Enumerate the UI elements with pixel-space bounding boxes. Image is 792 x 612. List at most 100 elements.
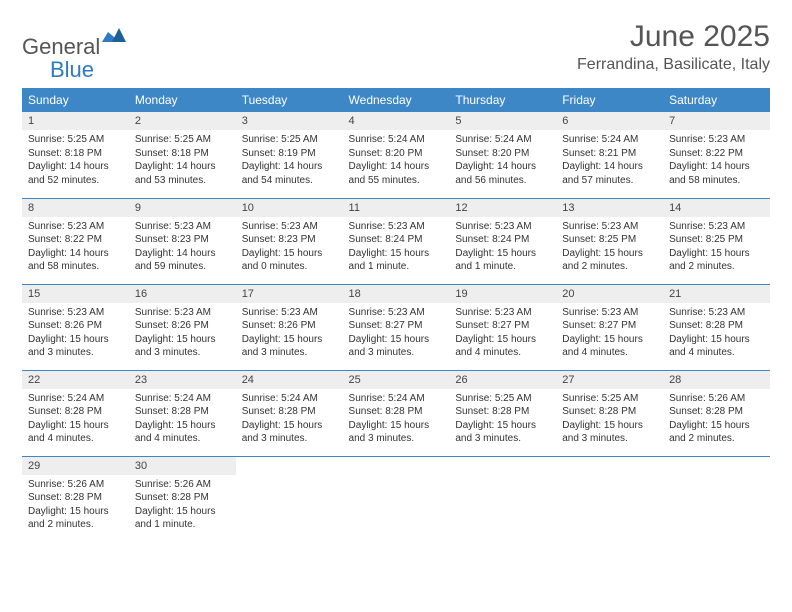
sunrise-line: Sunrise: 5:23 AM bbox=[135, 306, 230, 320]
calendar-cell: 14Sunrise: 5:23 AMSunset: 8:25 PMDayligh… bbox=[663, 198, 770, 284]
sunset-line: Sunset: 8:27 PM bbox=[349, 319, 444, 333]
sunrise-line: Sunrise: 5:23 AM bbox=[242, 220, 337, 234]
day-number: 18 bbox=[343, 285, 450, 303]
daylight-line: Daylight: 14 hours and 58 minutes. bbox=[669, 160, 764, 187]
calendar-weekday-header: Sunday Monday Tuesday Wednesday Thursday… bbox=[22, 88, 770, 112]
daylight-line: Daylight: 14 hours and 53 minutes. bbox=[135, 160, 230, 187]
daylight-line: Daylight: 15 hours and 1 minute. bbox=[455, 247, 550, 274]
day-number: 20 bbox=[556, 285, 663, 303]
calendar-cell: 18Sunrise: 5:23 AMSunset: 8:27 PMDayligh… bbox=[343, 284, 450, 370]
day-details: Sunrise: 5:24 AMSunset: 8:28 PMDaylight:… bbox=[343, 389, 450, 452]
daylight-line: Daylight: 15 hours and 2 minutes. bbox=[669, 419, 764, 446]
day-details: Sunrise: 5:23 AMSunset: 8:25 PMDaylight:… bbox=[663, 217, 770, 280]
day-details: Sunrise: 5:23 AMSunset: 8:27 PMDaylight:… bbox=[449, 303, 556, 366]
calendar-cell bbox=[449, 456, 556, 542]
day-number: 2 bbox=[129, 112, 236, 130]
daylight-line: Daylight: 14 hours and 56 minutes. bbox=[455, 160, 550, 187]
sunrise-line: Sunrise: 5:23 AM bbox=[349, 220, 444, 234]
sunset-line: Sunset: 8:28 PM bbox=[562, 405, 657, 419]
calendar-cell: 24 Sunrise: 5:24 AMSunset: 8:28 PMDayligh… bbox=[236, 370, 343, 456]
sunset-line: Sunset: 8:28 PM bbox=[349, 405, 444, 419]
day-number: 4 bbox=[343, 112, 450, 130]
day-details: Sunrise: 5:23 AMSunset: 8:23 PMDaylight:… bbox=[129, 217, 236, 280]
month-title: June 2025 bbox=[577, 20, 770, 54]
sunset-line: Sunset: 8:28 PM bbox=[669, 319, 764, 333]
sunrise-line: Sunrise: 5:24 AM bbox=[242, 392, 337, 406]
sunrise-line: Sunrise: 5:25 AM bbox=[562, 392, 657, 406]
sunset-line: Sunset: 8:19 PM bbox=[242, 147, 337, 161]
day-details: Sunrise: 5:23 AMSunset: 8:26 PMDaylight:… bbox=[129, 303, 236, 366]
calendar-cell: 22Sunrise: 5:24 AMSunset: 8:28 PMDayligh… bbox=[22, 370, 129, 456]
day-number: 7 bbox=[663, 112, 770, 130]
sunrise-line: Sunrise: 5:26 AM bbox=[28, 478, 123, 492]
sunrise-line: Sunrise: 5:23 AM bbox=[669, 306, 764, 320]
calendar-cell bbox=[556, 456, 663, 542]
sunset-line: Sunset: 8:27 PM bbox=[455, 319, 550, 333]
day-details: Sunrise: 5:26 AMSunset: 8:28 PMDaylight:… bbox=[22, 475, 129, 538]
day-details: Sunrise: 5:24 AMSunset: 8:28 PMDaylight:… bbox=[129, 389, 236, 452]
calendar-cell: 17Sunrise: 5:23 AMSunset: 8:26 PMDayligh… bbox=[236, 284, 343, 370]
daylight-line: Daylight: 14 hours and 54 minutes. bbox=[242, 160, 337, 187]
day-number: 1 bbox=[22, 112, 129, 130]
calendar-cell: 1Sunrise: 5:25 AMSunset: 8:18 PMDaylight… bbox=[22, 112, 129, 198]
calendar-page: General Blue June 2025 Ferrandina, Basil… bbox=[0, 0, 792, 562]
day-number: 16 bbox=[129, 285, 236, 303]
day-details: Sunrise: 5:23 AMSunset: 8:25 PMDaylight:… bbox=[556, 217, 663, 280]
sunset-line: Sunset: 8:28 PM bbox=[28, 491, 123, 505]
calendar-cell: 5Sunrise: 5:24 AMSunset: 8:20 PMDaylight… bbox=[449, 112, 556, 198]
calendar-cell bbox=[343, 456, 450, 542]
day-number: 27 bbox=[556, 371, 663, 389]
sunset-line: Sunset: 8:20 PM bbox=[349, 147, 444, 161]
day-number: 29 bbox=[22, 457, 129, 475]
daylight-line: Daylight: 15 hours and 4 minutes. bbox=[669, 333, 764, 360]
day-number: 12 bbox=[449, 199, 556, 217]
day-number: 13 bbox=[556, 199, 663, 217]
daylight-line: Daylight: 15 hours and 3 minutes. bbox=[242, 333, 337, 360]
sunset-line: Sunset: 8:23 PM bbox=[242, 233, 337, 247]
day-number: 25 bbox=[343, 371, 450, 389]
calendar-row: 29Sunrise: 5:26 AMSunset: 8:28 PMDayligh… bbox=[22, 456, 770, 542]
day-details: Sunrise: 5:25 AMSunset: 8:28 PMDaylight:… bbox=[449, 389, 556, 452]
brand-word2: Blue bbox=[50, 57, 94, 82]
title-block: June 2025 Ferrandina, Basilicate, Italy bbox=[577, 20, 770, 74]
day-number: 30 bbox=[129, 457, 236, 475]
sunrise-line: Sunrise: 5:23 AM bbox=[349, 306, 444, 320]
day-number: 26 bbox=[449, 371, 556, 389]
sunset-line: Sunset: 8:24 PM bbox=[349, 233, 444, 247]
day-details: Sunrise: 5:23 AMSunset: 8:24 PMDaylight:… bbox=[449, 217, 556, 280]
daylight-line: Daylight: 15 hours and 3 minutes. bbox=[349, 419, 444, 446]
day-number: 10 bbox=[236, 199, 343, 217]
location-line: Ferrandina, Basilicate, Italy bbox=[577, 56, 770, 74]
sunset-line: Sunset: 8:18 PM bbox=[28, 147, 123, 161]
day-details: Sunrise: 5:24 AMSunset: 8:21 PMDaylight:… bbox=[556, 130, 663, 193]
calendar-cell: 23Sunrise: 5:24 AMSunset: 8:28 PMDayligh… bbox=[129, 370, 236, 456]
sunrise-line: Sunrise: 5:23 AM bbox=[28, 306, 123, 320]
sunset-line: Sunset: 8:28 PM bbox=[242, 405, 337, 419]
daylight-line: Daylight: 15 hours and 1 minute. bbox=[135, 505, 230, 532]
day-number: 3 bbox=[236, 112, 343, 130]
day-details: Sunrise: 5:23 AMSunset: 8:27 PMDaylight:… bbox=[343, 303, 450, 366]
calendar-cell: 20Sunrise: 5:23 AMSunset: 8:27 PMDayligh… bbox=[556, 284, 663, 370]
sunrise-line: Sunrise: 5:23 AM bbox=[669, 220, 764, 234]
calendar-cell bbox=[236, 456, 343, 542]
calendar-row: 1 Sunrise: 5:25 AM Sunset: 8:18 PM Daylight… bbox=[22, 112, 770, 198]
brand-word1: General bbox=[22, 34, 100, 59]
sunrise-line: Sunrise: 5:23 AM bbox=[562, 306, 657, 320]
weekday-heading: Monday bbox=[129, 88, 236, 112]
sunrise-line: Sunrise: 5:25 AM bbox=[135, 133, 230, 147]
daylight-line: Daylight: 14 hours and 57 minutes. bbox=[562, 160, 657, 187]
sunset-line: Sunset: 8:24 PM bbox=[455, 233, 550, 247]
sunset-line: Sunset: 8:22 PM bbox=[28, 233, 123, 247]
daylight-line: Daylight: 15 hours and 4 minutes. bbox=[135, 419, 230, 446]
daylight-line: Daylight: 15 hours and 3 minutes. bbox=[455, 419, 550, 446]
daylight-line: Daylight: 15 hours and 3 minutes. bbox=[562, 419, 657, 446]
daylight-line: Daylight: 15 hours and 3 minutes. bbox=[242, 419, 337, 446]
daylight-line: Daylight: 15 hours and 2 minutes. bbox=[28, 505, 123, 532]
day-number: 24 bbox=[236, 371, 343, 389]
day-number: 19 bbox=[449, 285, 556, 303]
day-details: Sunrise: 5:23 AMSunset: 8:26 PMDaylight:… bbox=[236, 303, 343, 366]
brand-mark-icon bbox=[102, 24, 126, 44]
daylight-line: Daylight: 14 hours and 58 minutes. bbox=[28, 247, 123, 274]
day-details: Sunrise: 5:24 AMSunset: 8:28 PMDaylight:… bbox=[22, 389, 129, 452]
day-details: Sunrise: 5:23 AMSunset: 8:27 PMDaylight:… bbox=[556, 303, 663, 366]
